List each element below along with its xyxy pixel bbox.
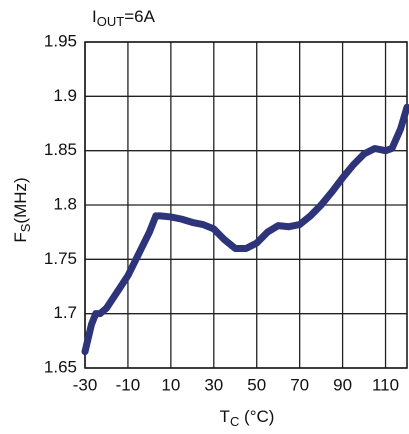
chart-title: IOUT=6A	[92, 7, 156, 29]
y-label-suffix: (MHz)	[11, 177, 30, 223]
x-label-suffix: (°C)	[239, 407, 274, 426]
title-suffix: =6A	[124, 7, 155, 26]
x-tick-label: -30	[73, 375, 98, 394]
y-tick-label: 1.85	[44, 140, 77, 159]
y-axis-label: FS(MHz)	[11, 177, 33, 242]
y-label-text: F	[11, 232, 30, 242]
y-tick-label: 1.65	[44, 357, 77, 376]
x-tick-label: 90	[333, 375, 352, 394]
x-axis-label: TC (°C)	[220, 407, 275, 429]
y-tick-label: 1.7	[53, 303, 77, 322]
y-tick-label: 1.8	[53, 194, 77, 213]
plot-frame	[84, 41, 408, 369]
x-tick-label: 70	[290, 375, 309, 394]
x-label-sub: C	[230, 414, 239, 429]
y-label-sub: S	[18, 223, 33, 232]
data-line	[81, 103, 409, 356]
x-tick-label: 110	[372, 375, 399, 394]
x-tick-label: -10	[116, 375, 141, 394]
y-tick-label: 1.9	[53, 86, 77, 105]
x-label-text: T	[220, 407, 230, 426]
y-tick-label: 1.95	[44, 31, 77, 50]
title-sub: OUT	[97, 14, 125, 29]
x-tick-label: 10	[161, 375, 180, 394]
x-tick-label: 50	[247, 375, 266, 394]
y-tick-label: 1.75	[44, 249, 77, 268]
title-text: I	[92, 7, 97, 26]
x-tick-label: 30	[204, 375, 223, 394]
